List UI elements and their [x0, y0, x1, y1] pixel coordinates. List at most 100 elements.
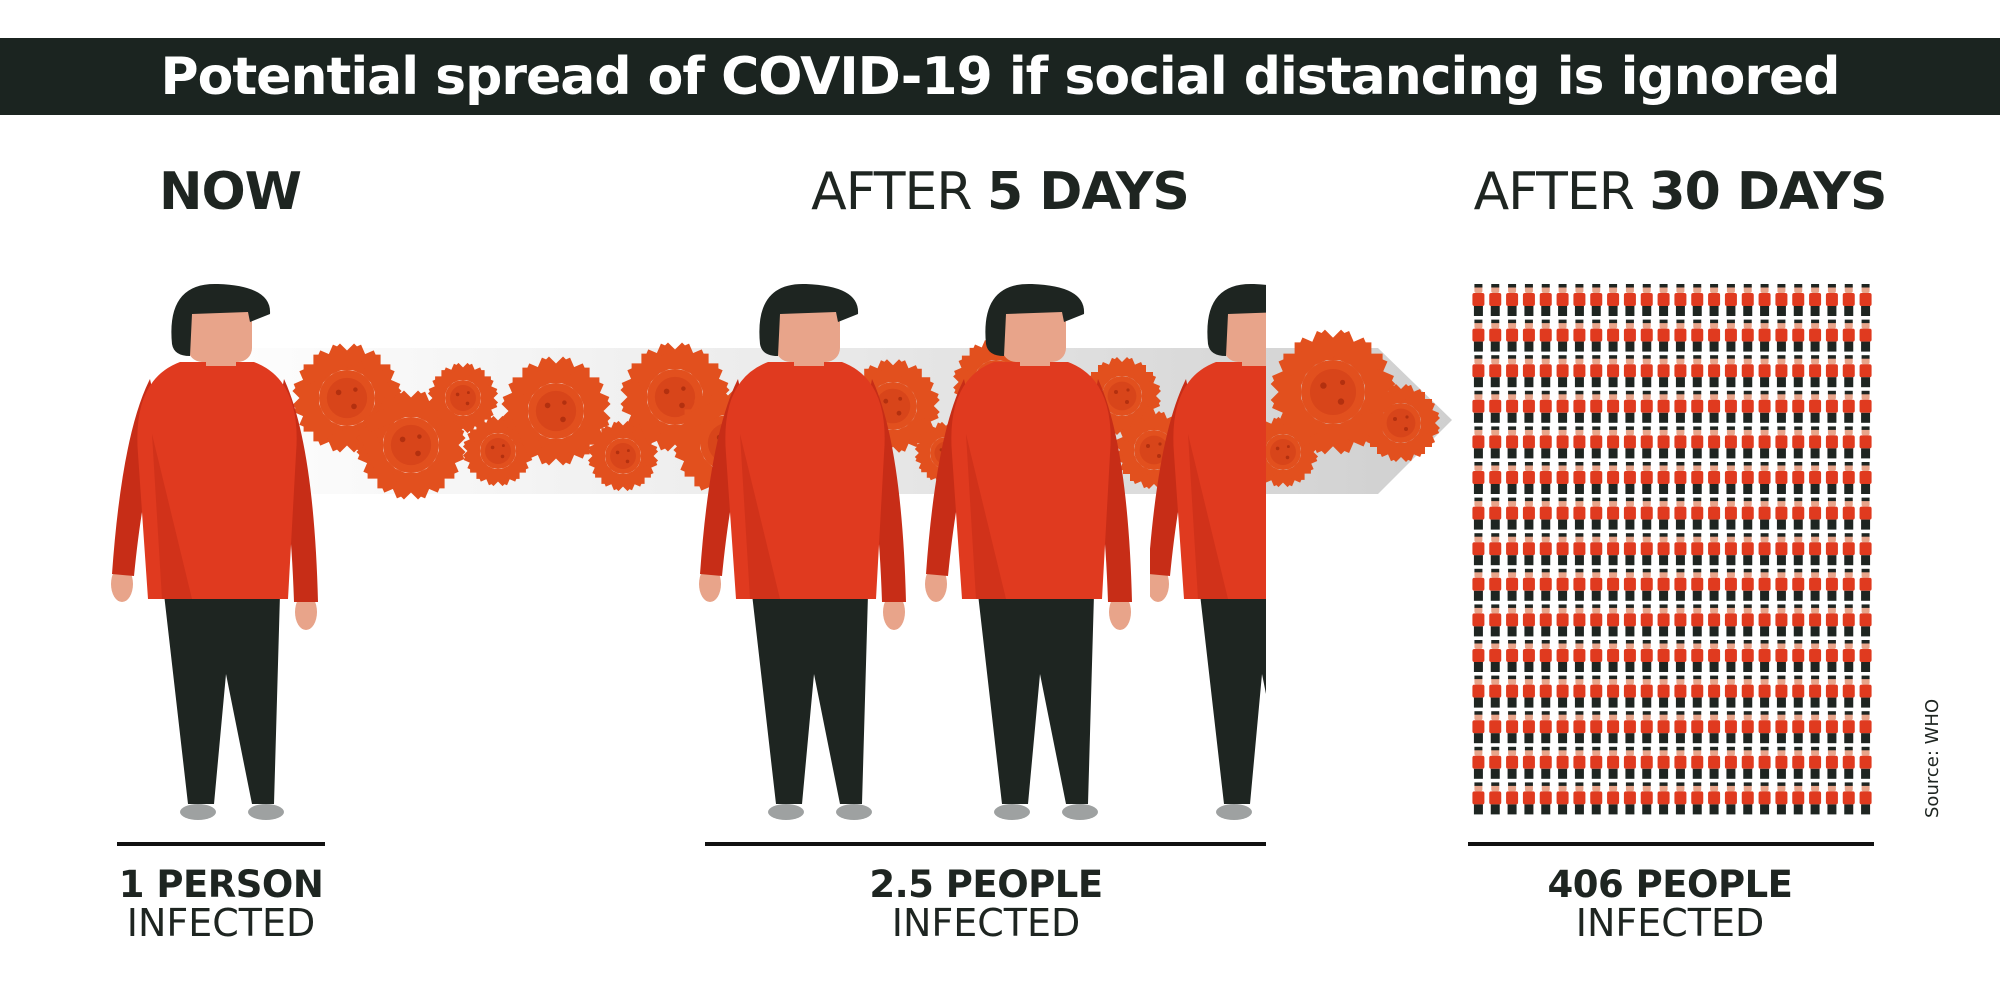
mini-person-icon — [1623, 746, 1636, 779]
mini-person-icon — [1539, 284, 1552, 316]
mini-person-icon — [1489, 462, 1502, 494]
mini-person-icon — [1758, 711, 1771, 744]
mini-person-icon — [1472, 390, 1485, 423]
mini-person-icon — [1657, 782, 1670, 815]
mini-person-icon — [1674, 319, 1687, 352]
mini-person-icon — [1573, 640, 1586, 672]
mini-person-icon — [1758, 426, 1771, 459]
mini-person-icon — [1506, 711, 1519, 744]
mini-person-icon — [1573, 284, 1586, 316]
mini-person-icon — [1573, 533, 1586, 566]
mini-person-icon — [1724, 497, 1737, 530]
mini-person-icon — [1758, 533, 1771, 566]
mini-person-icon — [1573, 426, 1586, 459]
mini-person-icon — [1691, 390, 1704, 423]
mini-person-icon — [1674, 284, 1687, 316]
mini-person-icon — [1792, 640, 1805, 672]
mini-person-icon — [1741, 711, 1754, 744]
mini-person-icon — [1607, 604, 1620, 637]
mini-person-icon — [1809, 497, 1822, 530]
mini-person-icon — [1489, 390, 1502, 423]
mini-person-icon — [1623, 497, 1636, 530]
mini-person-icon — [1539, 426, 1552, 459]
mini-person-icon — [1758, 640, 1771, 672]
mini-person-icon — [1724, 319, 1737, 352]
mini-person-icon — [1640, 319, 1653, 352]
mini-person-icon — [1674, 426, 1687, 459]
mini-person-icon — [1775, 711, 1788, 744]
mini-person-icon — [1674, 462, 1687, 494]
mini-person-icon — [1792, 568, 1805, 601]
heading-now: NOW — [158, 162, 302, 222]
mini-person-icon — [1640, 284, 1653, 316]
mini-person-icon — [1842, 711, 1855, 744]
mini-person-icon — [1825, 675, 1838, 708]
mini-person-icon — [1590, 675, 1603, 708]
mini-person-icon — [1708, 284, 1721, 316]
mini-person-icon — [1590, 782, 1603, 815]
mini-person-icon — [1775, 533, 1788, 566]
mini-person-icon — [1809, 675, 1822, 708]
mini-person-icon — [1472, 284, 1485, 316]
mini-person-icon — [1724, 711, 1737, 744]
mini-person-icon — [1792, 675, 1805, 708]
mini-person-icon — [1556, 568, 1569, 601]
mini-person-icon — [1674, 497, 1687, 530]
mini-person-icon — [1506, 284, 1519, 316]
mini-person-icon — [1640, 711, 1653, 744]
mini-person-icon — [1842, 284, 1855, 316]
mini-person-icon — [1775, 284, 1788, 316]
mini-person-icon — [1556, 604, 1569, 637]
mini-person-icon — [1775, 462, 1788, 494]
mini-person-icon — [1623, 319, 1636, 352]
mini-person-icon — [1775, 568, 1788, 601]
mini-person-icon — [1522, 533, 1535, 566]
mini-person-icon — [1842, 640, 1855, 672]
mini-person-icon — [1809, 746, 1822, 779]
mini-person-icon — [1489, 426, 1502, 459]
mini-person-icon — [1674, 533, 1687, 566]
mini-person-icon — [1506, 746, 1519, 779]
mini-person-icon — [1472, 319, 1485, 352]
mini-person-icon — [1489, 675, 1502, 708]
mini-person-icon — [1522, 640, 1535, 672]
mini-person-icon — [1825, 568, 1838, 601]
virus-icon — [1370, 392, 1432, 454]
mini-person-icon — [1590, 462, 1603, 494]
mini-person-icon — [1539, 746, 1552, 779]
mini-person-icon — [1489, 746, 1502, 779]
mini-person-icon — [1623, 426, 1636, 459]
mini-person-icon — [1809, 711, 1822, 744]
mini-person-icon — [1489, 497, 1502, 530]
mini-person-icon — [1590, 711, 1603, 744]
mini-person-icon — [1809, 284, 1822, 316]
mini-person-icon — [1809, 355, 1822, 388]
mini-person-icon — [1674, 746, 1687, 779]
mini-person-icon — [1708, 782, 1721, 815]
mini-person-icon — [1573, 782, 1586, 815]
mini-person-icon — [1842, 746, 1855, 779]
mini-person-icon — [1724, 426, 1737, 459]
mini-person-icon — [1691, 355, 1704, 388]
mini-person-icon — [1657, 640, 1670, 672]
mini-person-icon — [1859, 711, 1872, 744]
rule-now — [117, 842, 325, 846]
mini-person-icon — [1489, 319, 1502, 352]
mini-person-icon — [1573, 497, 1586, 530]
mini-person-icon — [1691, 462, 1704, 494]
mini-person-icon — [1691, 675, 1704, 708]
mini-person-icon — [1556, 711, 1569, 744]
mini-person-icon — [1573, 568, 1586, 601]
mini-person-icon — [1607, 319, 1620, 352]
mini-person-icon — [1708, 319, 1721, 352]
infected-label: INFECTED — [891, 901, 1081, 945]
mini-person-icon — [1522, 746, 1535, 779]
mini-person-icon — [1623, 675, 1636, 708]
rule-5-days — [705, 842, 1266, 846]
mini-person-icon — [1522, 711, 1535, 744]
mini-person-icon — [1809, 782, 1822, 815]
mini-person-icon — [1708, 604, 1721, 637]
mini-person-icon — [1623, 355, 1636, 388]
mini-person-icon — [1674, 711, 1687, 744]
mini-person-icon — [1556, 675, 1569, 708]
